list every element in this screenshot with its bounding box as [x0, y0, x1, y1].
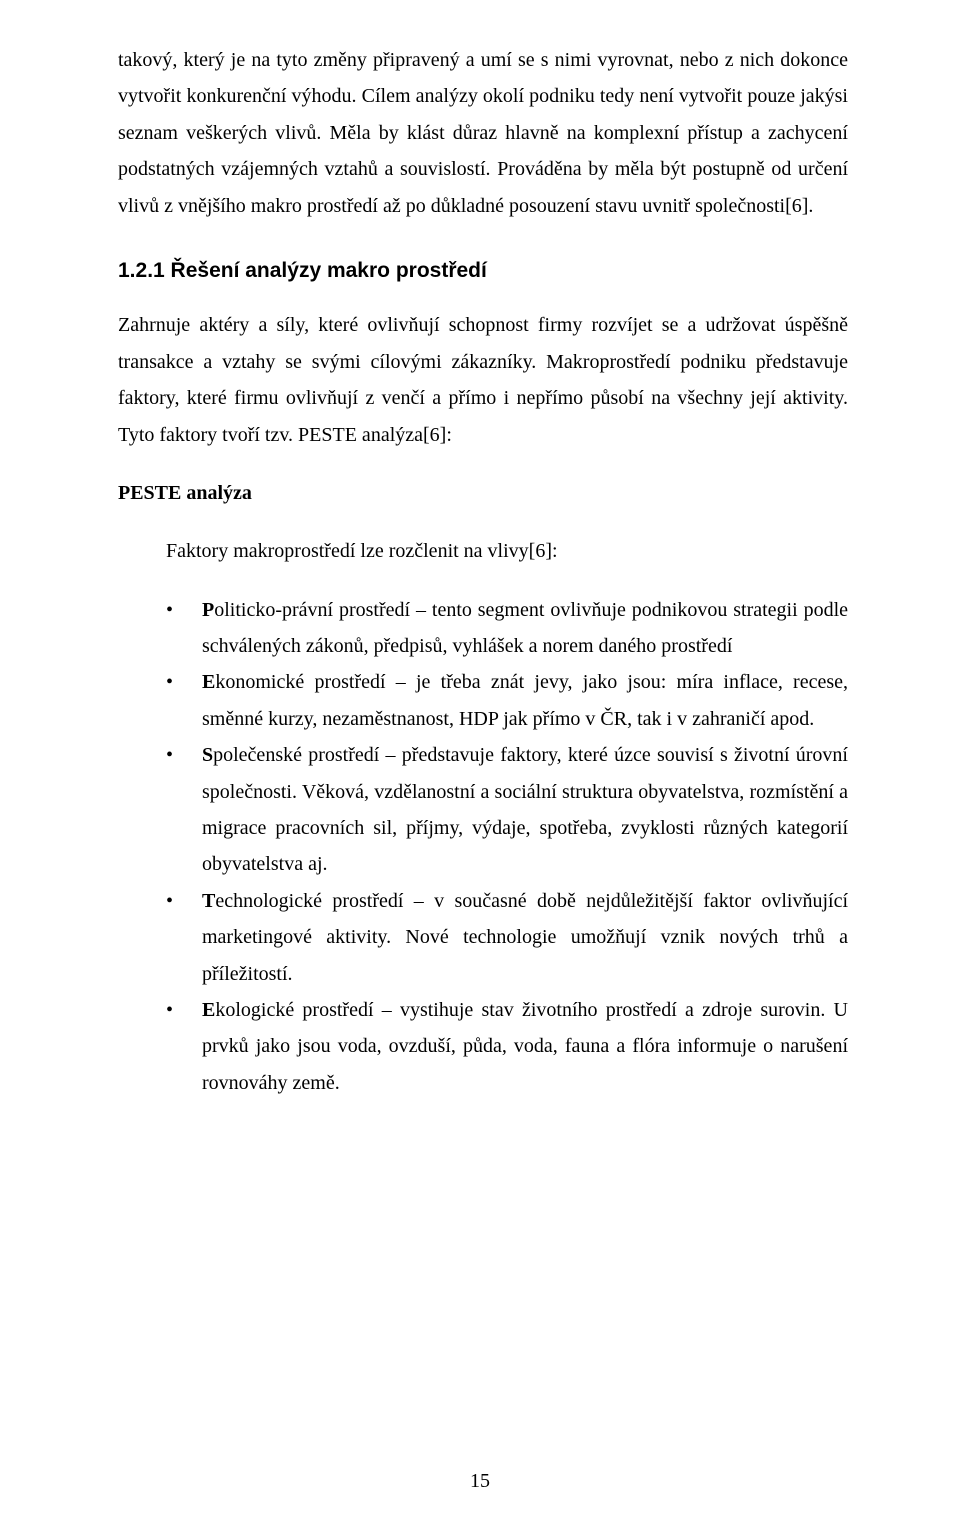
list-item: Ekologické prostředí – vystihuje stav ži…: [166, 992, 848, 1101]
page-number: 15: [0, 1463, 960, 1499]
peste-heading: PESTE analýza: [118, 475, 848, 511]
factors-intro: Faktory makroprostředí lze rozčlenit na …: [118, 533, 848, 569]
document-page: takový, který je na tyto změny připraven…: [0, 0, 960, 1537]
heading-1-2-1: 1.2.1 Řešení analýzy makro prostředí: [118, 256, 848, 285]
paragraph-1-2-1: Zahrnuje aktéry a síly, které ovlivňují …: [118, 307, 848, 453]
list-item: Společenské prostředí – představuje fakt…: [166, 737, 848, 883]
list-item: Politicko-právní prostředí – tento segme…: [166, 592, 848, 665]
list-item: Technologické prostředí – v současné dob…: [166, 883, 848, 992]
intro-paragraph: takový, který je na tyto změny připraven…: [118, 42, 848, 224]
peste-bullet-list: Politicko-právní prostředí – tento segme…: [118, 592, 848, 1101]
list-item: Ekonomické prostředí – je třeba znát jev…: [166, 664, 848, 737]
